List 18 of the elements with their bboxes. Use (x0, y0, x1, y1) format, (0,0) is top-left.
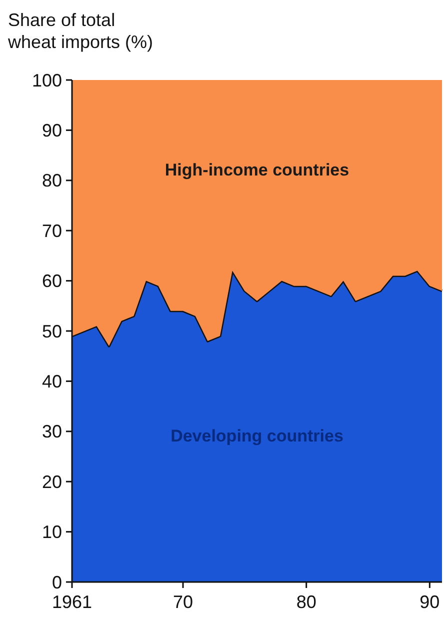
y-tick-label: 70 (42, 220, 62, 241)
y-tick-label: 30 (42, 422, 62, 442)
y-tick-label: 0 (52, 572, 62, 592)
y-tick-label: 50 (42, 321, 62, 342)
y-tick-label: 100 (32, 70, 62, 90)
y-tick-label: 80 (42, 170, 62, 191)
series-label: High-income countries (164, 160, 350, 180)
y-tick-label: 60 (42, 271, 62, 292)
x-tick-label: 70 (172, 592, 194, 612)
x-tick-label: 1961 (52, 592, 92, 612)
series-label: Developing countries (170, 426, 344, 446)
y-axis-title: Share of total wheat imports (%) (7, 10, 154, 52)
y-tick-label: 10 (42, 522, 62, 542)
x-tick-label: 80 (296, 592, 316, 612)
x-tick-label: 90 (420, 592, 440, 612)
y-tick-label: 20 (42, 472, 62, 492)
y-tick-label: 90 (42, 120, 62, 140)
y-tick-label: 40 (42, 372, 62, 392)
